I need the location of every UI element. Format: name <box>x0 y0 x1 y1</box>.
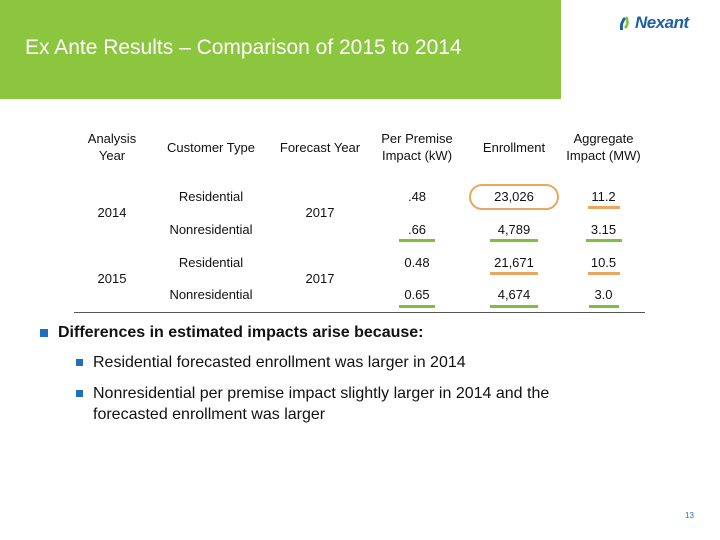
aggregate-cell: 3.0 <box>562 279 645 312</box>
logo-text: Nexant <box>635 13 689 32</box>
header-aggregate-impact: Aggregate Impact (MW) <box>566 131 641 163</box>
per-premise-cell: 0.65 <box>368 279 466 312</box>
bullet-main: Differences in estimated impacts arise b… <box>40 324 700 342</box>
page-number: 13 <box>685 511 694 520</box>
header-forecast-year: Forecast Year <box>279 139 361 155</box>
aggregate-value: 10.5 <box>590 254 617 270</box>
per-premise-cell: 0.48 <box>404 254 430 270</box>
slide-title: Ex Ante Results – Comparison of 2015 to … <box>25 36 462 59</box>
nexant-logo: Nexant <box>618 12 708 34</box>
per-premise-cell: .48 <box>368 180 466 213</box>
title-bar: Ex Ante Results – Comparison of 2015 to … <box>0 0 561 99</box>
enrollment-cell: 21,671 <box>466 246 562 279</box>
per-premise-value: 0.65 <box>404 287 430 303</box>
enrollment-highlight-circle <box>469 183 559 210</box>
results-table: Analysis Year Customer Type Forecast Yea… <box>74 114 645 313</box>
table-row: Nonresidential .66 4,789 3.15 <box>74 213 645 246</box>
header-enrollment: Enrollment <box>482 139 546 155</box>
bullet-main-text: Differences in estimated impacts arise b… <box>58 324 424 341</box>
per-premise-cell: .66 <box>368 213 466 246</box>
forecast-year-cell: 2017 <box>305 270 335 286</box>
per-premise-underline <box>399 304 435 308</box>
table-header-row: Analysis Year Customer Type Forecast Yea… <box>74 114 645 180</box>
enrollment-cell: 23,026 <box>466 180 562 213</box>
enrollment-underline <box>490 239 538 242</box>
aggregate-underline <box>587 206 620 209</box>
bullet-sub: Residential forecasted enrollment was la… <box>76 352 700 373</box>
enrollment-value: 21,671 <box>494 254 534 270</box>
bullet-sub: Nonresidential per premise impact slight… <box>76 383 700 425</box>
aggregate-cell: 3.15 <box>562 213 645 246</box>
forecast-year-cell: 2017 <box>305 205 335 220</box>
header-customer-type: Customer Type <box>167 139 255 155</box>
analysis-year-cell: 2015 <box>97 270 127 286</box>
aggregate-value: 3.15 <box>590 221 617 237</box>
customer-type-cell: Residential <box>178 188 244 204</box>
nexant-logo-icon <box>619 16 629 30</box>
customer-type-cell: Nonresidential <box>169 287 253 303</box>
square-bullet-icon <box>76 359 83 366</box>
enrollment-value: 4,789 <box>497 221 531 237</box>
square-bullet-icon <box>40 329 48 337</box>
aggregate-cell: 10.5 <box>562 246 645 279</box>
aggregate-value: 3.0 <box>594 287 613 303</box>
bullet-list: Differences in estimated impacts arise b… <box>40 324 700 425</box>
customer-type-cell: Residential <box>178 254 244 270</box>
table-row: 2014 Residential 2017 .48 23,026 11.2 <box>74 180 645 220</box>
aggregate-cell: 11.2 <box>562 180 645 213</box>
enrollment-value: 4,674 <box>497 287 531 303</box>
bullet-sub-text: Residential forecasted enrollment was la… <box>93 354 466 371</box>
table-row: 2015 Residential 2017 0.48 21,671 10.5 <box>74 246 645 286</box>
analysis-year-cell: 2014 <box>97 205 127 220</box>
customer-type-cell: Nonresidential <box>169 221 253 237</box>
header-per-premise-impact: Per Premise Impact (kW) <box>381 131 453 163</box>
per-premise-value: .48 <box>407 188 427 204</box>
header-analysis-year: Analysis Year <box>87 131 137 163</box>
aggregate-underline <box>585 239 622 242</box>
aggregate-underline <box>587 272 620 275</box>
per-premise-value: .66 <box>407 221 427 237</box>
square-bullet-icon <box>76 390 83 397</box>
enrollment-value: 23,026 <box>494 188 534 204</box>
aggregate-underline <box>588 304 619 308</box>
enrollment-underline <box>490 272 538 275</box>
enrollment-cell: 4,674 <box>466 279 562 312</box>
bullet-sub-text: Nonresidential per premise impact slight… <box>93 385 550 423</box>
aggregate-value: 11.2 <box>591 188 616 204</box>
table-row: Nonresidential 0.65 4,674 3.0 <box>74 279 645 312</box>
per-premise-underline <box>399 239 435 242</box>
enrollment-underline <box>490 304 538 308</box>
enrollment-cell: 4,789 <box>466 213 562 246</box>
